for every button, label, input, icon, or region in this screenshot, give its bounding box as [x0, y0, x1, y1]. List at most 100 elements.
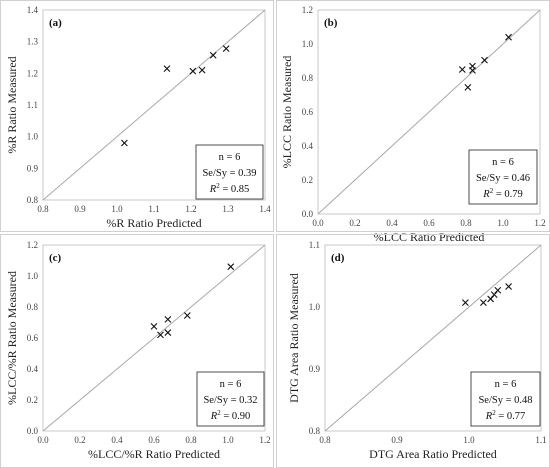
chart-panel-a: 0.8 0.9 1.0 1.1 1.2 1.3 1.4 0.8 0.9 1.0 1.1 1.2 1.3 1…	[0, 0, 274, 232]
x-tick-label: 0.4	[111, 435, 123, 445]
y-tick-label: 0.2	[302, 175, 313, 185]
stats-box	[196, 371, 265, 427]
panel-label: (d)	[331, 252, 345, 264]
y-tick-label: 0.9	[309, 364, 321, 374]
chart-panel-c: 0.0 0.2 0.4 0.6 0.8 1.0 1.2 0.0 0.2 0.4 0.6 0.8 1.0 1…	[0, 234, 274, 468]
data-point	[481, 56, 488, 64]
x-tick-label: 0.8	[460, 218, 472, 228]
stats-sesy: Se/Sy = 0.39	[202, 168, 256, 179]
plot-area	[42, 244, 266, 432]
stats-box	[470, 371, 541, 427]
y-tick-label: 0.6	[302, 107, 314, 117]
x-tick-label: 1.3	[222, 204, 234, 214]
stats-r2: R2 = 0.77	[485, 409, 525, 422]
plot-area	[42, 9, 266, 201]
x-tick-label: 0.2	[349, 218, 360, 228]
identity-line	[324, 244, 542, 432]
y-axis-label: DTG Area Ratio Measured	[287, 273, 301, 403]
data-point	[222, 45, 230, 53]
x-tick-label: 0.0	[312, 218, 324, 228]
data-point	[494, 286, 502, 294]
panel-label: (c)	[49, 252, 62, 264]
data-point	[480, 299, 487, 307]
x-tick-label: 0.2	[74, 435, 85, 445]
y-axis-label: %LCC Ratio Measured	[280, 56, 294, 169]
identity-line	[42, 244, 266, 432]
x-tick-label: 0.6	[423, 218, 435, 228]
stats-box	[468, 149, 538, 205]
x-tick-label: 1.0	[497, 218, 509, 228]
stats-n: n = 6	[492, 157, 514, 168]
x-tick-label: 0.8	[37, 204, 49, 214]
stats-n: n = 6	[495, 379, 517, 390]
x-tick-label: 0.6	[148, 435, 160, 445]
stats-n: n = 6	[219, 152, 241, 163]
stats-r2: R2 = 0.85	[209, 182, 249, 195]
data-point	[164, 329, 172, 336]
y-tick-label: 1.2	[27, 240, 38, 250]
stats-n: n = 6	[220, 379, 242, 390]
y-axis-label: %R Ratio Measured	[5, 56, 19, 153]
plot-area	[317, 9, 541, 215]
stats-sesy: Se/Sy = 0.46	[476, 173, 530, 184]
identity-line	[317, 9, 541, 215]
y-tick-label: 0.4	[302, 141, 314, 151]
y-tick-label: 0.4	[27, 364, 39, 374]
panel-frame	[0, 234, 274, 468]
y-axis-label: %LCC/%R Ratio Measured	[5, 271, 19, 405]
x-tick-label: 1.0	[111, 204, 123, 214]
x-axis-label: DTG Area Ratio Predicted	[369, 447, 497, 461]
data-point	[464, 83, 472, 91]
stats-sesy: Se/Sy = 0.48	[478, 395, 532, 406]
x-tick-label: 1.1	[535, 435, 546, 445]
y-tick-label: 0.0	[27, 426, 39, 436]
x-tick-label: 1.4	[259, 204, 271, 214]
identity-line	[42, 9, 266, 201]
y-tick-label: 1.4	[27, 5, 39, 15]
y-tick-label: 0.8	[27, 195, 39, 205]
y-tick-label: 0.0	[302, 209, 314, 219]
plot-area	[324, 244, 542, 432]
y-tick-label: 0.2	[27, 395, 38, 405]
y-tick-label: 1.0	[27, 271, 39, 281]
y-tick-label: 1.1	[309, 240, 320, 250]
data-point	[209, 51, 217, 59]
data-point	[462, 299, 469, 307]
x-tick-label: 0.9	[391, 435, 403, 445]
stats-r2: R2 = 0.79	[482, 187, 522, 200]
data-point	[198, 66, 206, 74]
data-point	[183, 312, 191, 319]
data-point	[121, 139, 128, 147]
panel-label: (a)	[49, 17, 62, 29]
stats-r2: R2 = 0.90	[210, 409, 250, 422]
data-point	[227, 263, 235, 271]
x-axis-label: %R Ratio Predicted	[106, 216, 201, 230]
y-tick-label: 0.6	[27, 333, 39, 343]
x-tick-label: 1.2	[259, 435, 270, 445]
x-tick-label: 0.9	[74, 204, 86, 214]
x-tick-label: 1.0	[463, 435, 475, 445]
x-tick-label: 1.2	[534, 218, 545, 228]
stats-sesy: Se/Sy = 0.32	[203, 395, 257, 406]
data-point	[163, 65, 171, 72]
x-tick-label: 0.8	[319, 435, 331, 445]
y-tick-label: 0.9	[27, 163, 39, 173]
stats-box	[195, 144, 264, 200]
data-point	[458, 66, 466, 73]
x-axis-label: %LCC/%R Ratio Predicted	[88, 447, 220, 461]
x-axis-label: %LCC Ratio Predicted	[374, 230, 485, 244]
y-tick-label: 0.8	[27, 302, 39, 312]
y-tick-label: 0.8	[309, 426, 321, 436]
chart-panel-b: 0.0 0.2 0.4 0.6 0.8 1.0 1.2 0.0 0.2 0.4 0.6 0.8 1.0 1…	[276, 0, 550, 244]
y-tick-label: 1.0	[27, 132, 39, 142]
data-point	[505, 283, 512, 290]
data-point	[189, 67, 197, 75]
y-tick-label: 1.2	[27, 68, 38, 78]
panel-frame	[0, 0, 274, 232]
x-tick-label: 1.1	[148, 204, 159, 214]
data-point	[505, 33, 512, 41]
y-tick-label: 0.8	[302, 73, 314, 83]
x-tick-label: 0.8	[185, 435, 197, 445]
y-tick-label: 1.2	[302, 5, 313, 15]
